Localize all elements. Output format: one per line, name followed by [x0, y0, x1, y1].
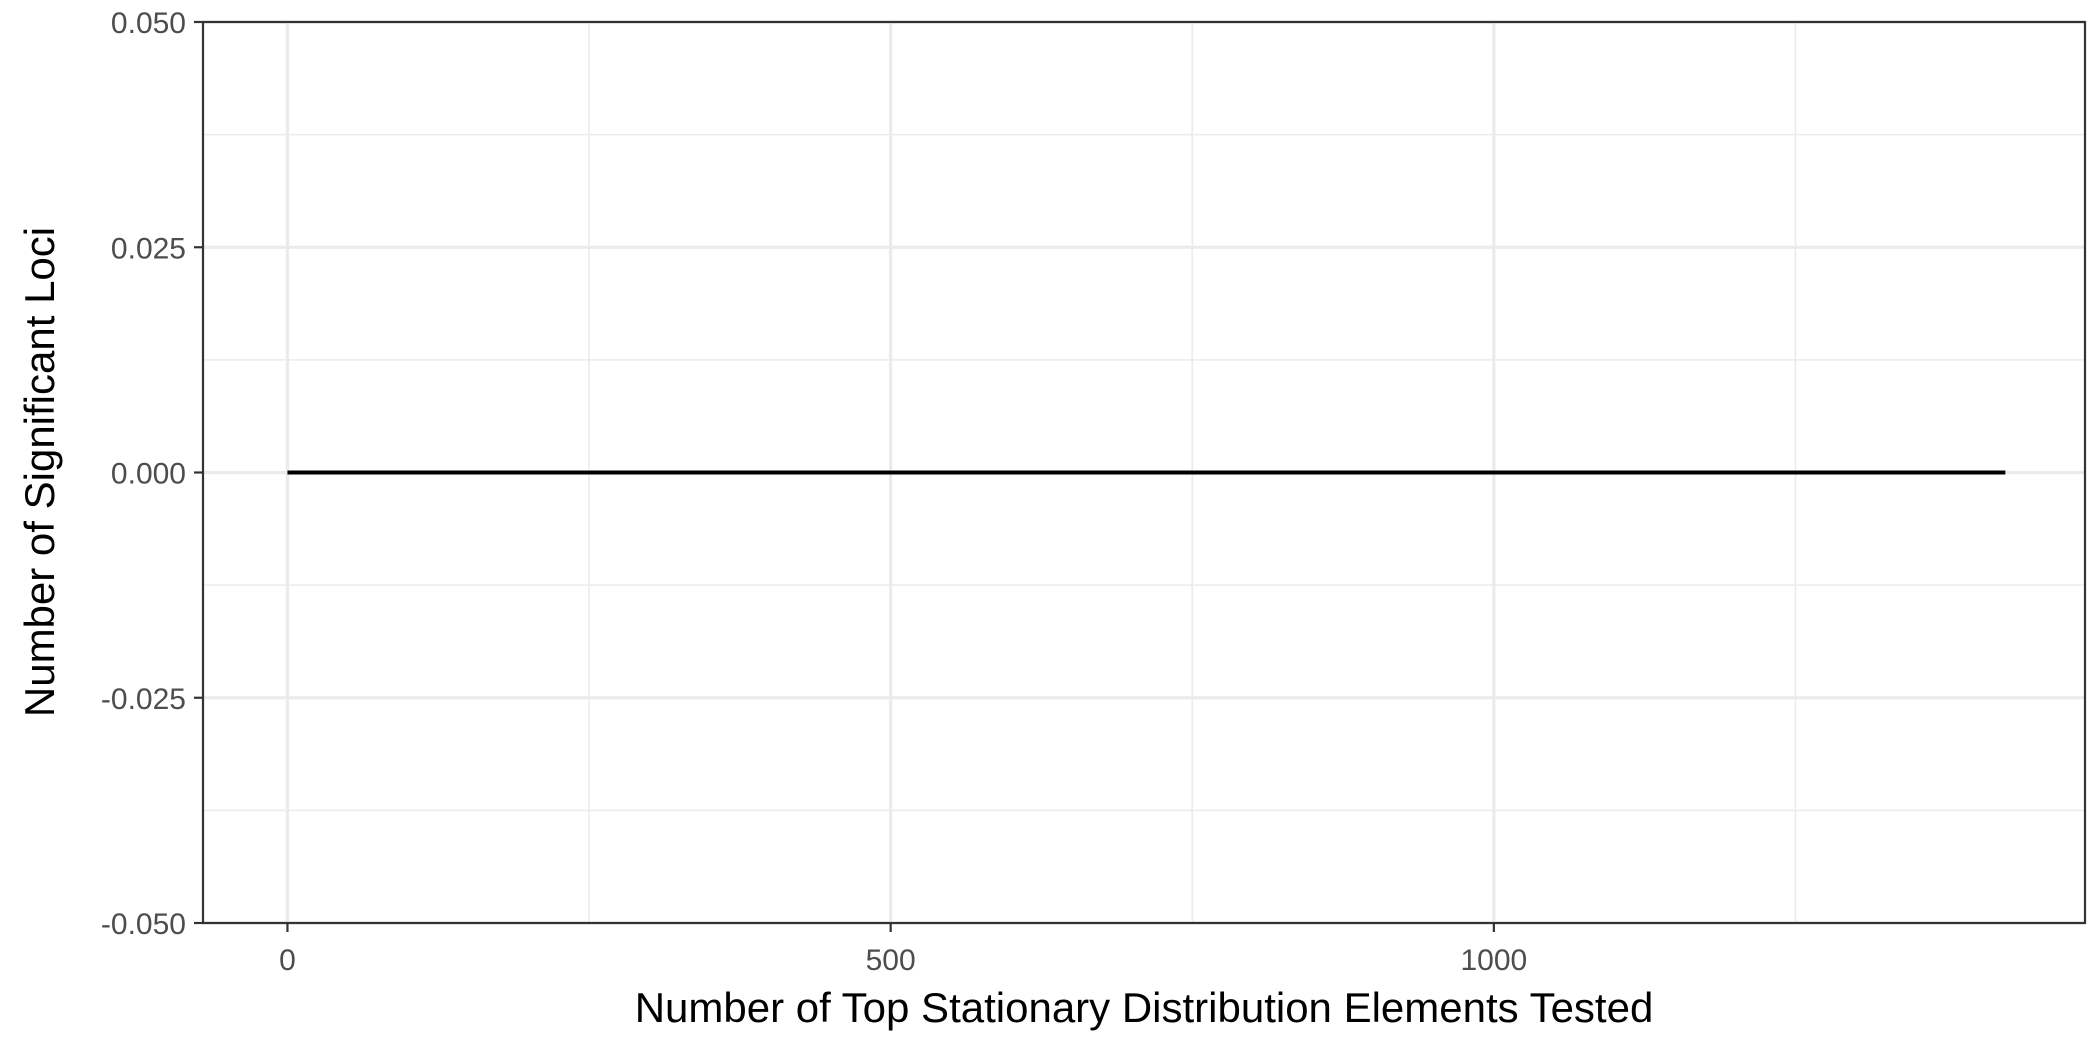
- x-tick-label: 500: [866, 944, 916, 977]
- y-tick-label: -0.050: [101, 908, 186, 941]
- y-tick-label: 0.000: [111, 458, 186, 491]
- x-tick-label: 1000: [1460, 944, 1527, 977]
- x-tick-label: 0: [279, 944, 296, 977]
- y-tick-label: 0.050: [111, 7, 186, 40]
- y-tick-label: -0.025: [101, 683, 186, 716]
- y-axis: -0.050 -0.025 0.000 0.025 0.050: [101, 7, 203, 941]
- y-axis-title: Number of Significant Loci: [16, 227, 63, 717]
- x-axis-title: Number of Top Stationary Distribution El…: [635, 984, 1654, 1031]
- y-tick-label: 0.025: [111, 232, 186, 265]
- x-axis: 0 500 1000: [279, 923, 1527, 977]
